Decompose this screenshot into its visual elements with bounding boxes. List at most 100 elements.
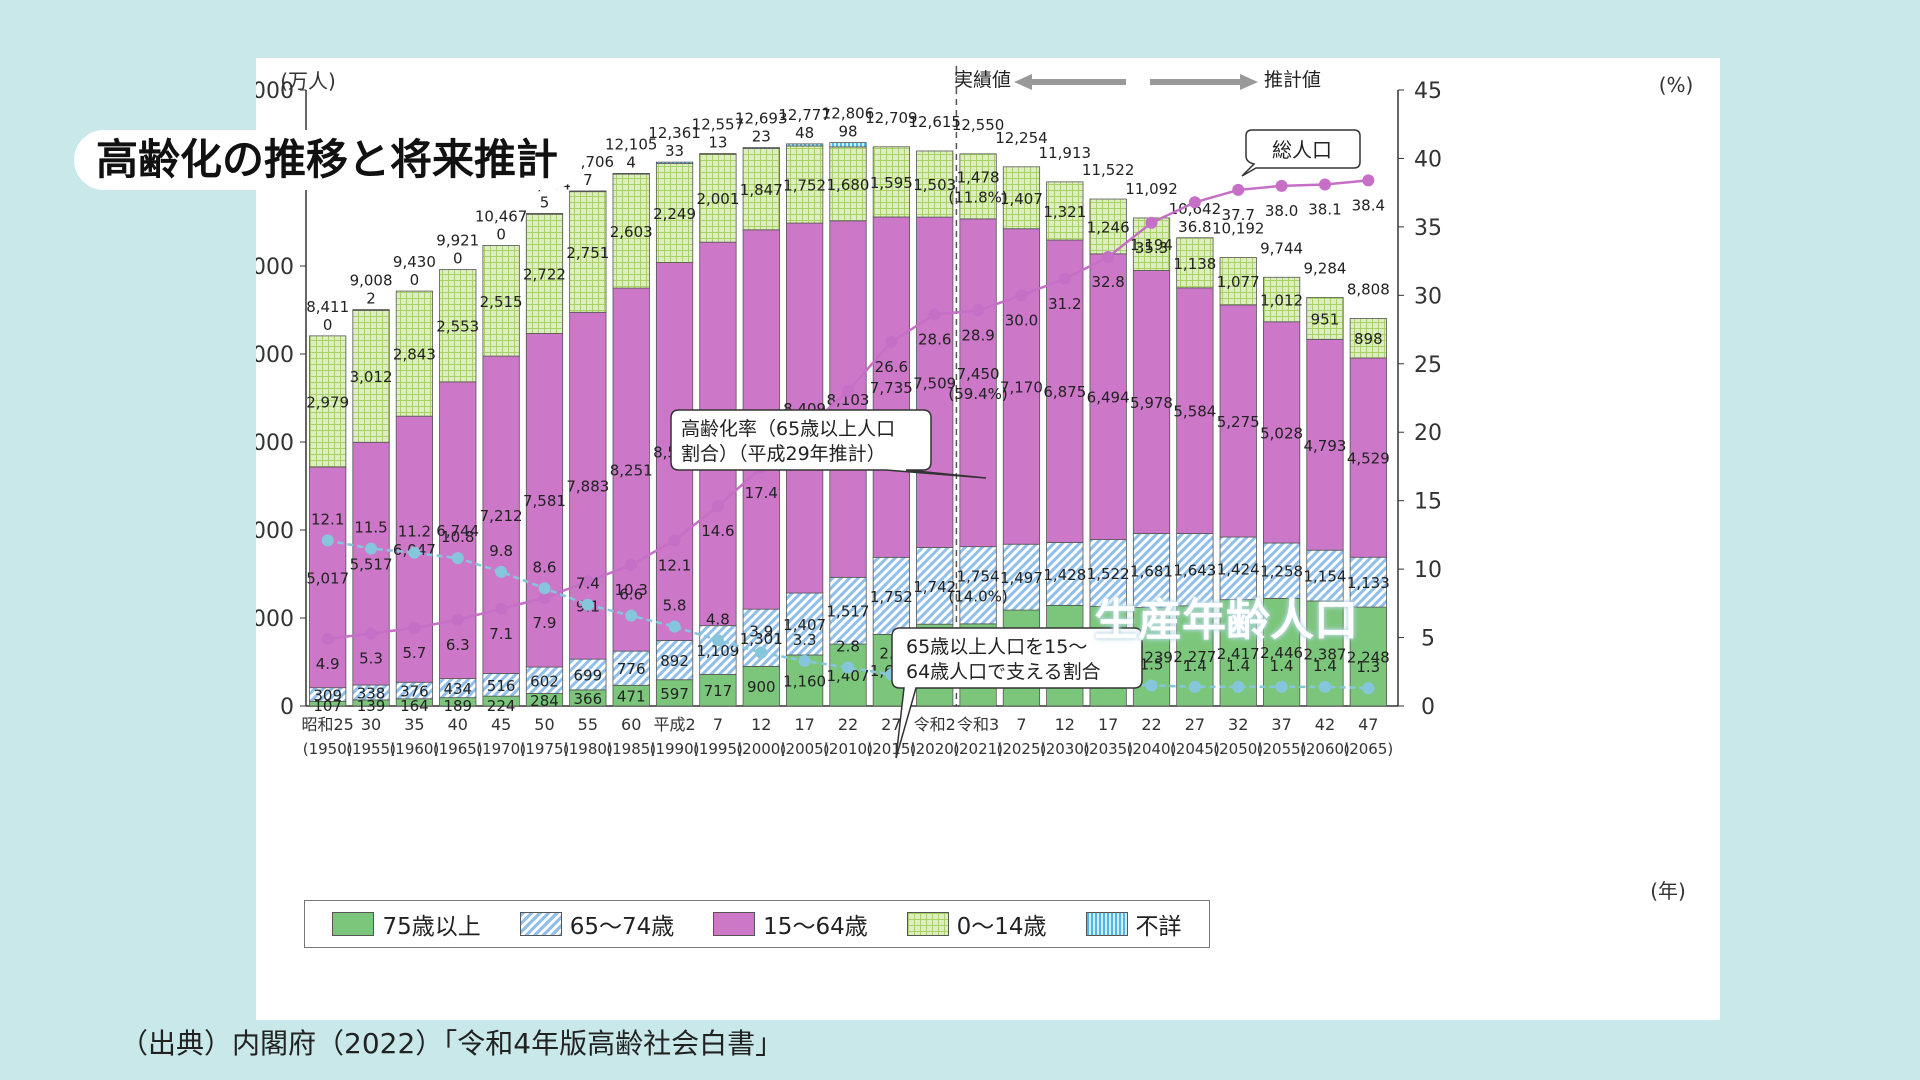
bar-segment-65-74 (699, 625, 737, 675)
bar-segment-15-64 (916, 216, 954, 548)
support-ratio-label: 1.4 (1270, 657, 1294, 675)
bar-label-65-74: 1,301 (740, 630, 783, 648)
support-ratio-label: 2.8 (836, 638, 860, 656)
bar-segment-15-64 (1176, 287, 1214, 534)
bar-label-65-74: 1,742 (913, 578, 956, 596)
x-tick-year-label: (2045) (1170, 740, 1220, 758)
bar-label-unknown: 7 (583, 171, 593, 189)
x-tick-era-label: 27 (1185, 715, 1205, 734)
aging-rate-label: 38.4 (1352, 196, 1385, 214)
bar-label-0-14: 898 (1354, 330, 1383, 348)
legend-label-15-64: 15～64歳 (763, 914, 868, 940)
bar-label-unknown: 0 (453, 250, 463, 268)
aging-rate-point (1232, 183, 1245, 196)
support-ratio-label: 8.6 (533, 558, 557, 576)
bar-label-0-14: 2,553 (436, 318, 479, 336)
aging-rate-point (538, 591, 551, 604)
legend-swatch-unknown (1085, 912, 1128, 936)
legend-swatch-15-64 (713, 912, 756, 936)
support-ratio-label: 1.4 (1313, 657, 1337, 675)
axes: 02,0004,0006,0008,00010,00012,00014,0000… (256, 66, 1442, 758)
bar-segment-0-14 (1262, 276, 1301, 323)
bar-label-0-14: 1,138 (1173, 255, 1216, 273)
bar-segment-65-74 (1219, 536, 1257, 601)
bar-label-15-64: 6,875 (1043, 383, 1086, 401)
bar-label-15-64: 5,275 (1217, 413, 1260, 431)
bar-label-65-74: 1,109 (696, 642, 739, 660)
x-tick-era-label: 50 (534, 715, 554, 734)
bar-label-0-14: 1,246 (1087, 218, 1130, 236)
bar-label-15-64: 7,735 (870, 379, 913, 397)
bar-label-65-74: 892 (660, 652, 689, 670)
bar-label-65-74: 1,428 (1043, 566, 1086, 584)
bar-label-65-74: 1,424 (1217, 560, 1260, 578)
bar-label-65-74: 1,258 (1260, 563, 1303, 581)
x-tick-year-label: (2000) (736, 740, 786, 758)
bar-segment-0-14 (525, 213, 564, 334)
support-ratio-label: 3.9 (749, 623, 773, 641)
x-tick-era-label: 平成2 (653, 715, 695, 734)
bar-label-15-64: 7,212 (480, 507, 523, 525)
arrow-right-head-icon (1240, 74, 1258, 90)
bar-label-65-74: 1,133 (1347, 574, 1390, 592)
aging-rate-point (495, 602, 508, 615)
bar-label-75plus: 107 (313, 697, 342, 715)
aging-rate-point (1058, 272, 1071, 285)
bar-label-0-14: 1,321 (1043, 203, 1086, 221)
x-tick-year-label: (1995) (693, 740, 743, 758)
x-tick-era-label: 30 (361, 715, 381, 734)
bar-label-0-14: 1,680 (827, 176, 870, 194)
aging-rate-point (1102, 251, 1115, 264)
bar-total-label: 12,709 (865, 109, 918, 127)
aging-rate-point (365, 627, 378, 640)
bar-segment-0-14 (612, 173, 650, 289)
bar-total-label: 10,467 (475, 207, 528, 225)
x-tick-year-label: (2050) (1213, 740, 1263, 758)
bar-label-65-74: 1,497 (1000, 569, 1043, 587)
bar-label-0-14: 1,478 (957, 168, 1000, 186)
aging-rate-label: 37.7 (1222, 206, 1255, 224)
x-tick-era-label: 22 (838, 715, 858, 734)
support-ratio-label: 3.3 (793, 631, 817, 649)
bar-segment-unknown (525, 213, 564, 215)
bar-total-label: 9,921 (436, 232, 479, 250)
x-tick-year-label: (2030) (1040, 740, 1090, 758)
bar-total-label: 12,777 (778, 106, 831, 124)
aging-rate-point (625, 559, 638, 572)
legend-label-65-74: 65～74歳 (569, 914, 675, 940)
support-ratio-point (1318, 680, 1331, 693)
bar-segment-65-74 (1306, 549, 1344, 602)
y-right-tick-label: 5 (1421, 627, 1435, 652)
bar-segment-15-64 (1002, 228, 1041, 545)
y-right-tick-label: 40 (1414, 147, 1442, 172)
x-tick-era-label: 27 (881, 715, 901, 734)
x-tick-year-label: (2035) (1083, 740, 1133, 758)
callouts: 総人口 高齢化率（65歳以上人口 割合）（平成29年推計） 65歳以上人口を15… (670, 129, 1361, 759)
bar-label-0-14: 2,843 (393, 346, 436, 364)
bar-label-65-74: 1,754 (957, 567, 1000, 585)
bar-segment-0-14 (482, 245, 520, 357)
bar-total-label: 10,192 (1212, 220, 1265, 238)
bar-label-unknown: 48 (795, 124, 814, 142)
bar-total-label: 9,008 (350, 272, 393, 290)
bar-label-15-64: 4,529 (1347, 450, 1390, 468)
bar-label-unknown: 5 (540, 193, 550, 211)
x-tick-era-label: 32 (1228, 715, 1248, 734)
bar-segment-65-74 (569, 658, 607, 691)
support-ratio-point (798, 654, 811, 667)
aging-rate-point (321, 632, 334, 645)
bar-label-75plus: 471 (617, 688, 646, 706)
bar-total-label: 12,615 (908, 113, 961, 131)
y-right-tick-label: 30 (1414, 284, 1442, 309)
support-ratio-label: 9.8 (489, 542, 513, 560)
bar-segment-15-64 (1219, 304, 1257, 538)
aging-rate-point (885, 335, 898, 348)
x-tick-era-label: 45 (491, 715, 511, 734)
bar-label-0-14: 2,979 (306, 393, 349, 411)
aging-rate-point (972, 304, 985, 317)
y-right-tick-label: 15 (1414, 490, 1442, 515)
y-left-tick-label: 2,000 (256, 607, 294, 632)
bar-label-15-64: 7,581 (523, 492, 566, 510)
bar-label-65-74: 434 (443, 680, 472, 698)
bar-label-65-74: 1,517 (827, 603, 870, 621)
